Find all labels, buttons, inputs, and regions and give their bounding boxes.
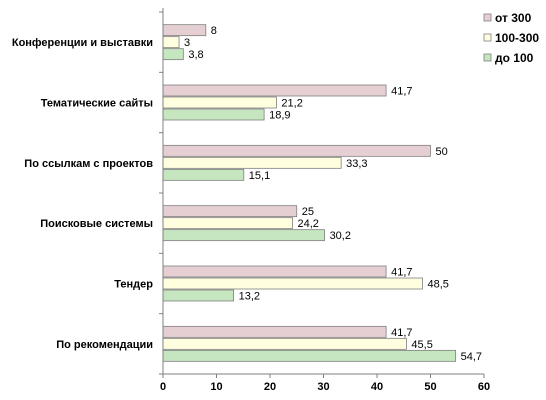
bar [162,217,293,230]
legend: от 300 100-300 до 100 [483,11,539,65]
data-label: 50 [436,146,448,158]
data-label: 41,7 [391,327,412,339]
bar [162,337,407,350]
legend-swatch [483,13,492,22]
bars [162,24,457,362]
bar [162,325,387,338]
axes: 0 10 20 30 40 50 60 [159,8,490,393]
bar [162,277,423,290]
data-label: 48,5 [427,279,448,291]
data-label: 41,7 [391,267,412,279]
data-label: 41,7 [391,86,412,98]
bar [162,96,277,109]
bar [162,265,387,278]
x-tick-label: 50 [424,381,436,393]
bar [162,24,207,37]
data-label: 30,2 [330,230,351,242]
x-tick-label: 0 [160,381,166,393]
data-label: 18,9 [269,110,290,122]
category-label: По ссылкам с проектов [24,158,153,170]
x-tick-label: 40 [371,381,383,393]
bar [162,144,431,157]
legend-label: 100-300 [495,31,539,45]
data-label: 45,5 [411,339,432,351]
bar [162,349,457,362]
data-label: 13,2 [239,291,260,303]
data-label: 3 [184,37,190,49]
category-label: Тендер [114,279,153,291]
legend-label: до 100 [495,51,534,65]
category-labels: Конференции и выставки Тематические сайты… [12,37,153,351]
data-label: 24,2 [297,218,318,230]
data-label: 15,1 [249,170,270,182]
x-tick-label: 30 [317,381,329,393]
category-label: Тематические сайты [41,98,153,110]
bar [162,84,387,97]
legend-swatch [483,33,492,42]
bar [162,229,325,242]
category-label: Конференции и выставки [12,37,153,49]
bar [162,156,342,169]
data-label: 54,7 [461,351,482,363]
bar [162,205,298,218]
legend-label: от 300 [495,11,532,25]
category-label: По рекомендации [56,339,153,351]
category-label: Поисковые системы [40,218,153,230]
data-label: 21,2 [281,98,302,110]
bar [162,108,265,121]
x-tick-label: 10 [210,381,222,393]
data-label: 33,3 [346,158,367,170]
data-label: 8 [211,25,217,37]
bar [162,48,184,61]
bar [162,168,245,181]
bar [162,36,180,49]
x-tick-label: 60 [478,381,490,393]
x-tick-label: 20 [264,381,276,393]
data-label: 25 [302,206,314,218]
data-label: 3,8 [188,49,203,61]
legend-swatch [483,53,492,62]
bar [162,289,235,302]
